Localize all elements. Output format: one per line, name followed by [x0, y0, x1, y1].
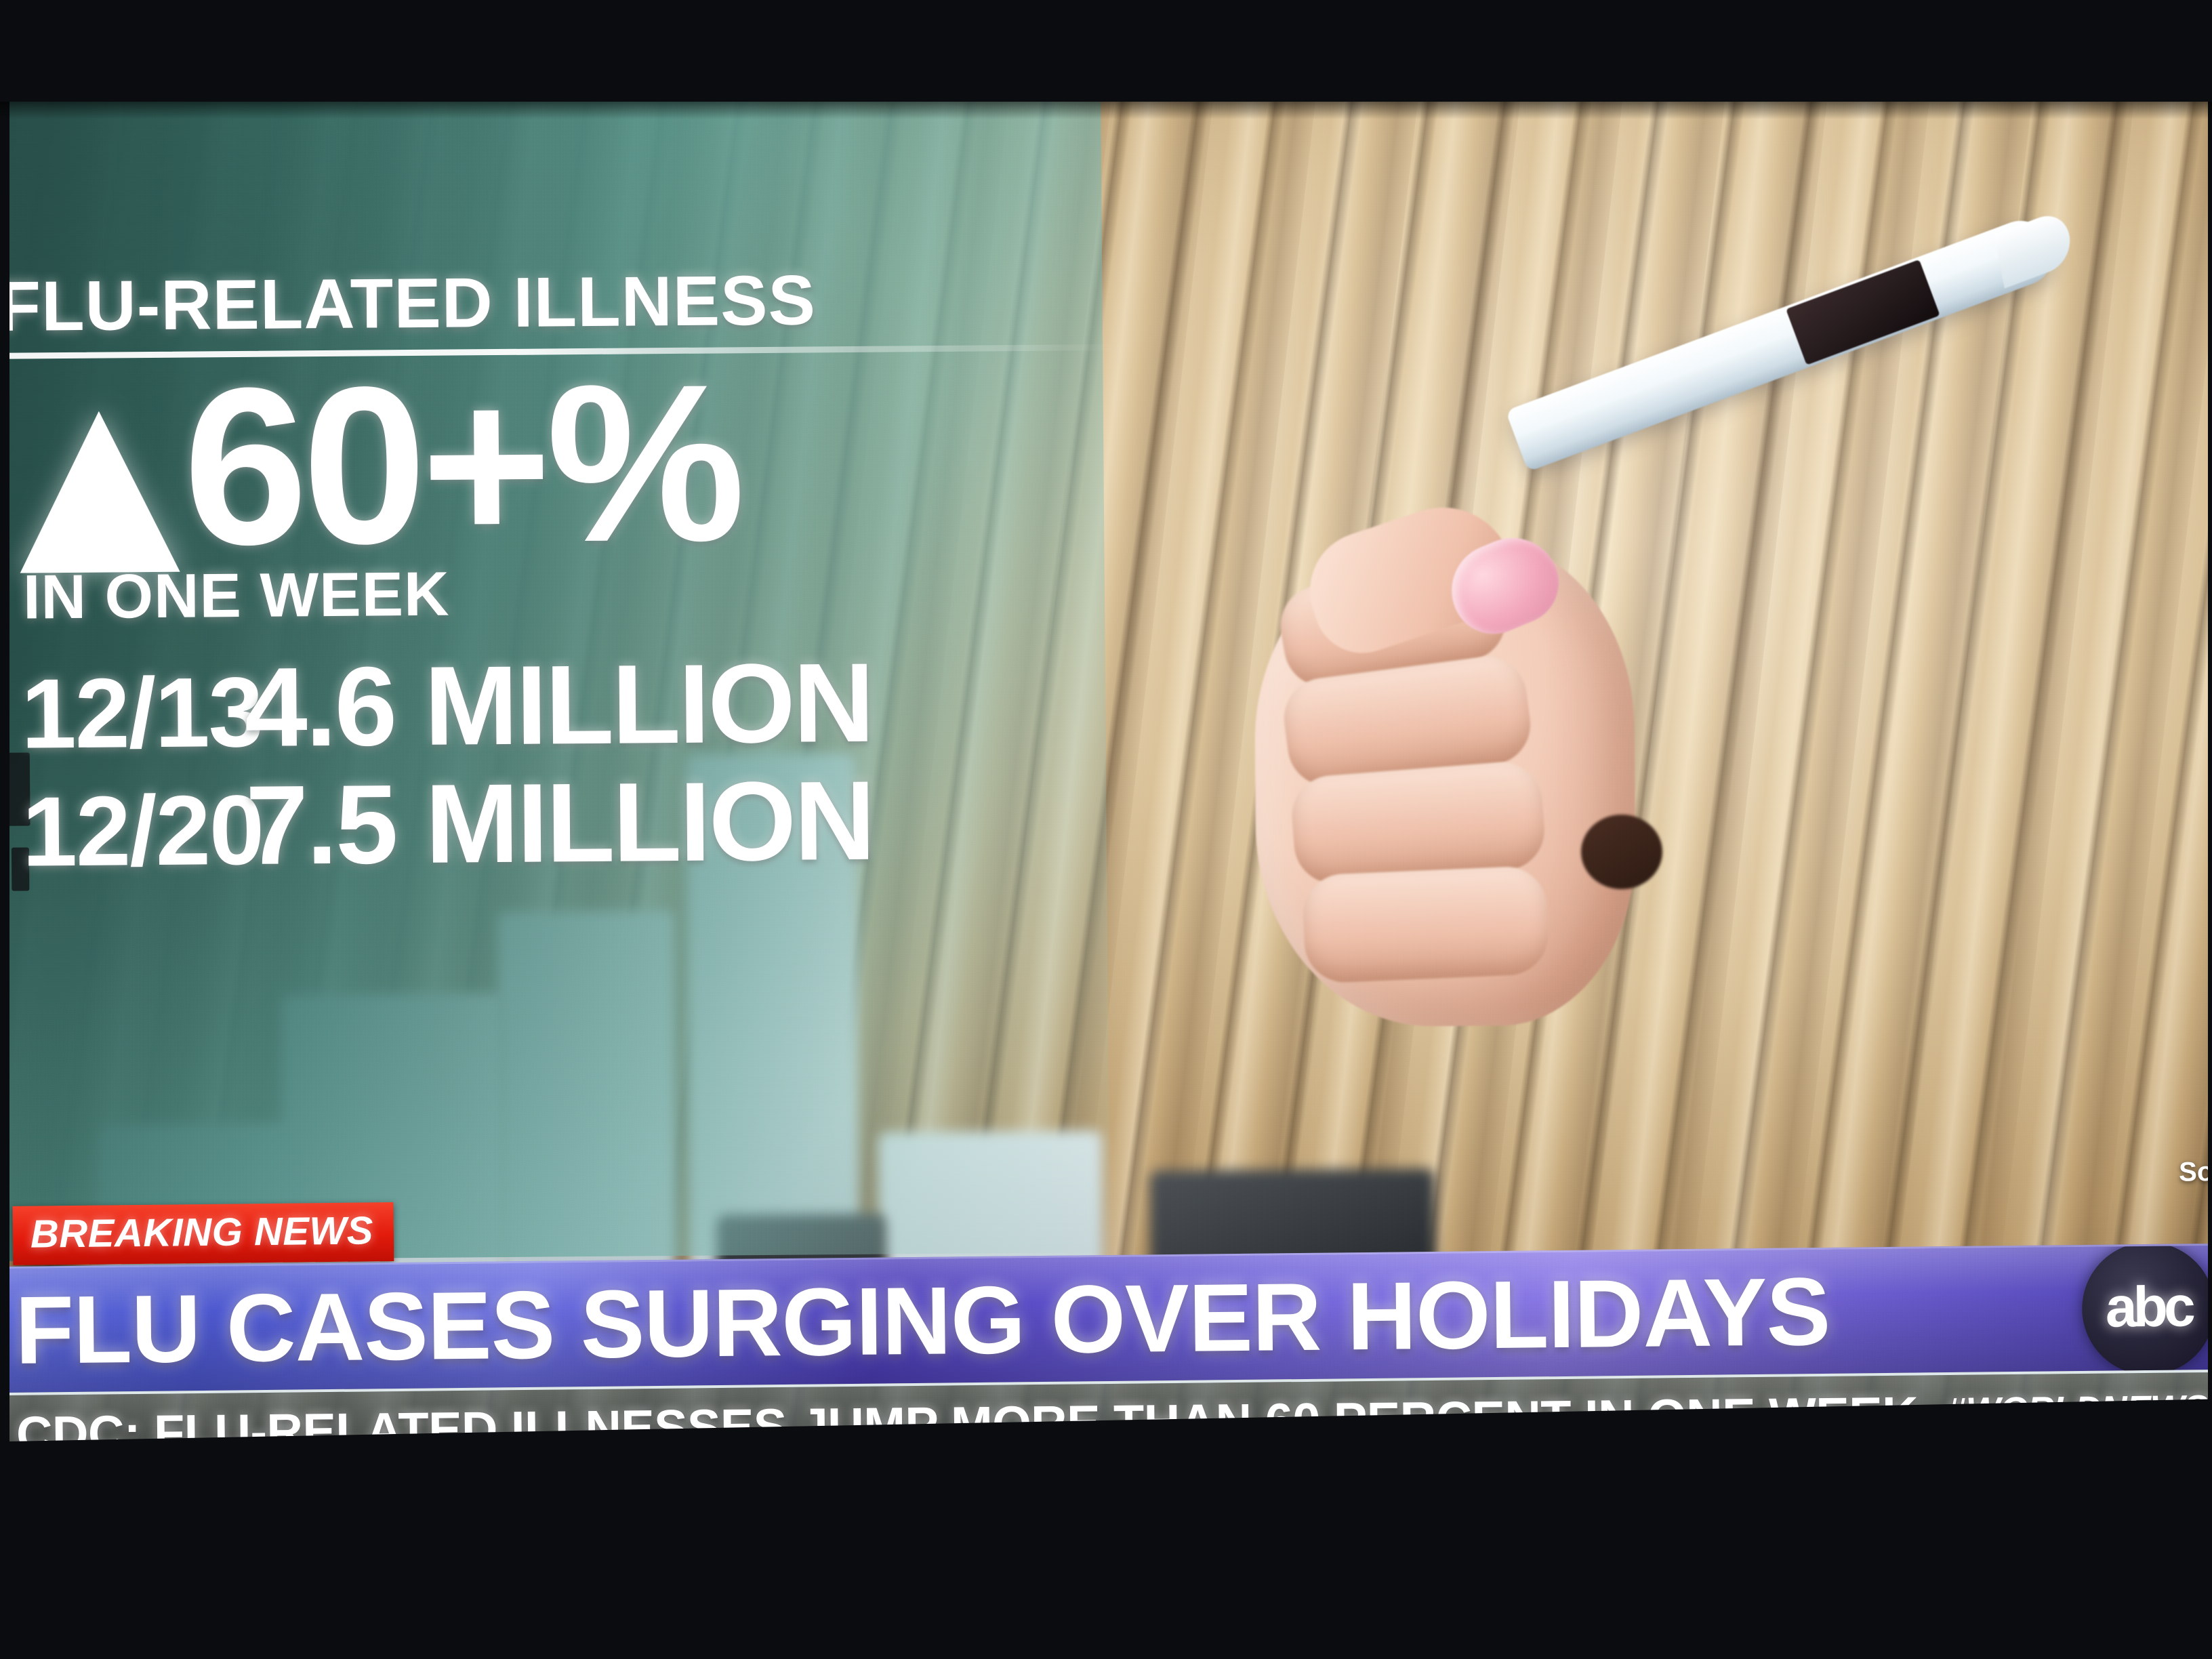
- letterbox-left: [0, 0, 9, 1659]
- ring: [1580, 814, 1663, 890]
- stat-row-value: 7.5 MILLION: [245, 758, 874, 888]
- headline-banner: FLU CASES SURGING OVER HOLIDAYS abc: [0, 1243, 2212, 1393]
- hand-holding-thermometer-image: [1225, 208, 2074, 1061]
- statistics-graphic: FLU-RELATED ILLNESS 60+% IN ONE WEEK 12/…: [0, 261, 1147, 893]
- tv-picture-area: FLU-RELATED ILLNESS 60+% IN ONE WEEK 12/…: [0, 51, 2212, 1485]
- abc-logo-icon: abc: [2081, 1243, 2212, 1376]
- graphic-kicker: FLU-RELATED ILLNESS: [0, 261, 817, 346]
- abc-logo-label: abc: [2105, 1273, 2192, 1339]
- finger: [1301, 865, 1551, 984]
- big-stat-row: 60+%: [0, 337, 1145, 592]
- letterbox-top: [0, 0, 2212, 102]
- status-badge: BREAKING NEWS: [12, 1202, 394, 1265]
- letterbox-top-shadow: [0, 102, 2212, 119]
- letterbox-bottom: [0, 1502, 2212, 1659]
- stat-row-value: 4.6 MILLION: [244, 640, 874, 771]
- page-title: FLU CASES SURGING OVER HOLIDAYS: [14, 1257, 1831, 1385]
- up-triangle-icon: [18, 410, 180, 573]
- big-percentage-value: 60+%: [182, 337, 741, 592]
- stat-row-date: 12/13: [20, 656, 263, 769]
- stat-row: 12/20 7.5 MILLION: [0, 754, 1147, 892]
- stat-row: 12/13 4.6 MILLION: [0, 636, 1147, 774]
- stat-row-date: 12/20: [22, 774, 264, 887]
- letterbox-right: [2208, 0, 2212, 1659]
